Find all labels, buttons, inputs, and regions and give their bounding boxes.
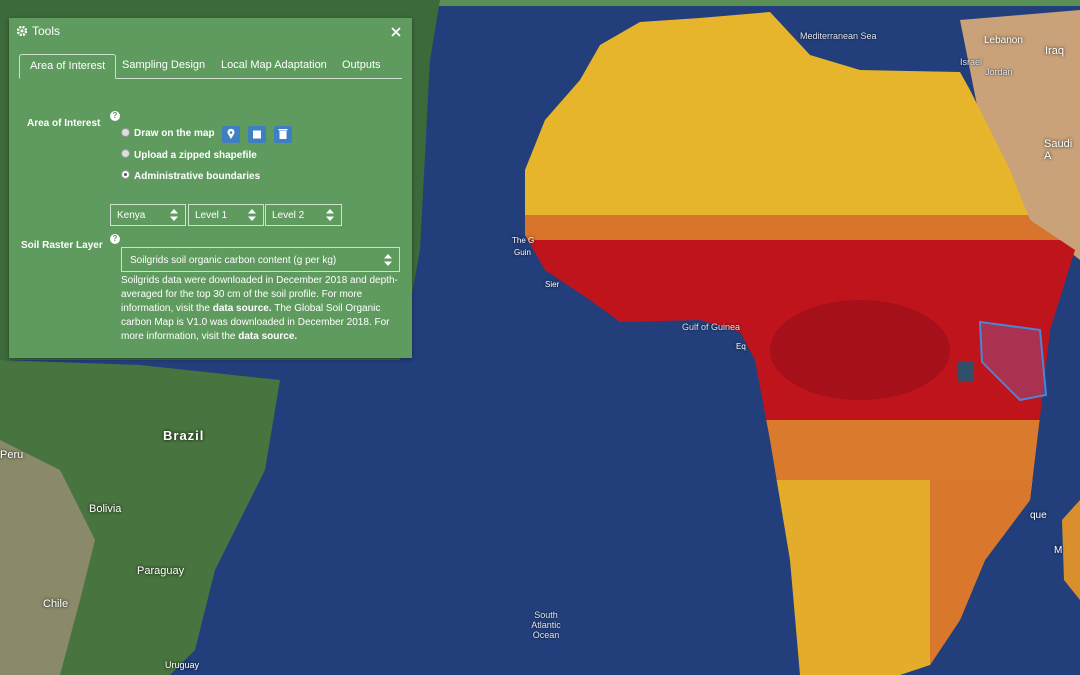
map-label: Saudi A bbox=[1044, 138, 1073, 162]
select-arrow bbox=[248, 209, 256, 221]
tab[interactable]: Area of Interest bbox=[19, 54, 117, 79]
map-label: Eq bbox=[736, 342, 746, 351]
draw-rectangle-button[interactable] bbox=[248, 126, 266, 143]
map-label: Guin bbox=[514, 248, 531, 257]
map-label: Lebanon bbox=[984, 35, 1023, 46]
help-icon[interactable]: ? bbox=[110, 234, 120, 244]
select[interactable]: Level 2 bbox=[265, 204, 342, 226]
map-label: Sier bbox=[545, 280, 560, 289]
select-arrow bbox=[170, 209, 178, 221]
map-label: South Atlantic Ocean bbox=[531, 610, 561, 640]
radio-label[interactable]: Administrative boundaries bbox=[134, 171, 261, 182]
radio[interactable] bbox=[121, 149, 130, 158]
text: Soilgrids data were downloaded in Decemb… bbox=[121, 275, 398, 314]
gear-icon bbox=[17, 26, 27, 36]
select-value: Level 2 bbox=[272, 210, 305, 221]
field-label: Area of Interest bbox=[27, 118, 101, 129]
map-label: Chile bbox=[43, 598, 69, 610]
map-label: que bbox=[1030, 510, 1047, 521]
delete-button[interactable] bbox=[274, 126, 292, 143]
draw-point-button[interactable] bbox=[222, 126, 240, 143]
map-label: Peru bbox=[0, 449, 24, 461]
select-value: Kenya bbox=[117, 210, 146, 221]
map-label: M bbox=[1054, 545, 1063, 556]
close-button[interactable] bbox=[391, 27, 401, 37]
radio-label[interactable]: Draw on the map bbox=[134, 128, 215, 139]
select-value: Soilgrids soil organic carbon content (g… bbox=[130, 255, 337, 266]
radio-selected[interactable] bbox=[121, 170, 130, 179]
select[interactable]: Level 1 bbox=[188, 204, 264, 226]
field-label: Soil Raster Layer bbox=[21, 240, 103, 251]
map-label: Jordan bbox=[985, 67, 1013, 77]
panel-title: Tools bbox=[32, 24, 61, 38]
link[interactable]: data source. bbox=[238, 331, 298, 342]
radio[interactable] bbox=[121, 128, 130, 137]
tab[interactable]: Sampling Design bbox=[122, 59, 206, 71]
map-label: Brazil bbox=[163, 428, 205, 443]
link[interactable]: data source. bbox=[212, 303, 272, 314]
map-label: The G bbox=[512, 236, 535, 245]
select-arrow bbox=[326, 209, 334, 221]
text: The Global Soil Organic carbon Map is V1… bbox=[121, 303, 390, 342]
map-label: Gulf of Guinea bbox=[682, 322, 741, 332]
tools-panel: Tools Area of Interest Sampling Design L… bbox=[9, 18, 412, 358]
tab[interactable]: Outputs bbox=[342, 59, 381, 71]
help-icon[interactable]: ? bbox=[110, 111, 120, 121]
tab[interactable]: Local Map Adaptation bbox=[221, 59, 327, 71]
description: Soilgrids data were downloaded in Decemb… bbox=[121, 274, 401, 344]
select[interactable]: Kenya bbox=[110, 204, 186, 226]
map-label: Paraguay bbox=[137, 565, 185, 577]
map-label: Iraq bbox=[1045, 45, 1064, 57]
map-label: Uruguay bbox=[165, 660, 200, 670]
select-value: Level 1 bbox=[195, 210, 228, 221]
radio-label[interactable]: Upload a zipped shapefile bbox=[134, 150, 257, 161]
map-label: Mediterranean Sea bbox=[800, 31, 877, 41]
map-label: Bolivia bbox=[89, 503, 122, 515]
map-label: Israel bbox=[960, 57, 983, 67]
tab-bar: Area of Interest Sampling Design Local M… bbox=[19, 54, 402, 79]
select[interactable]: Soilgrids soil organic carbon content (g… bbox=[121, 247, 400, 272]
select-arrow bbox=[384, 253, 392, 266]
